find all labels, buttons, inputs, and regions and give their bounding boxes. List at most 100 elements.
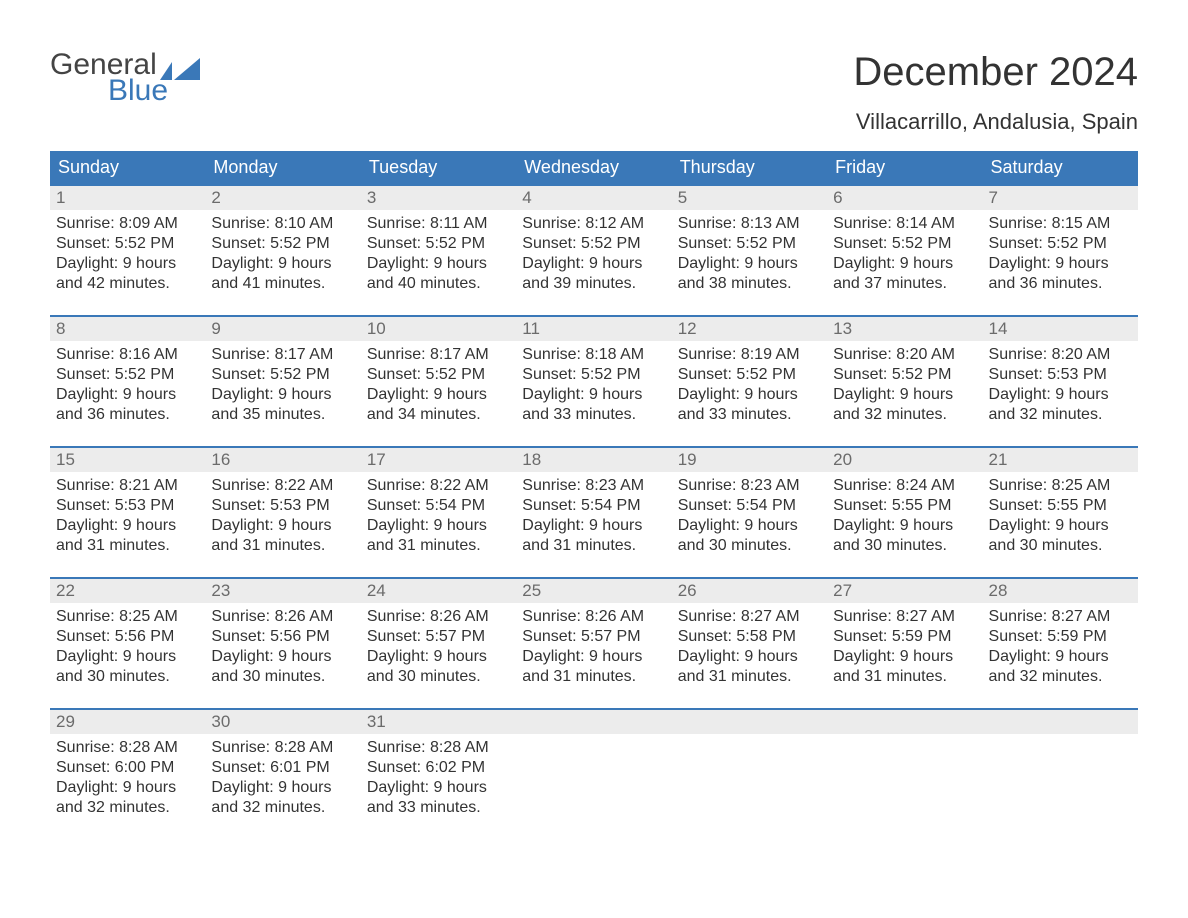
day-cell: 14Sunrise: 8:20 AMSunset: 5:53 PMDayligh… (983, 317, 1138, 447)
day-body: Sunrise: 8:26 AMSunset: 5:57 PMDaylight:… (361, 603, 516, 687)
sunrise-line: Sunrise: 8:23 AM (522, 476, 665, 496)
sunrise-line: Sunrise: 8:12 AM (522, 214, 665, 234)
sunrise-line: Sunrise: 8:24 AM (833, 476, 976, 496)
day-body: Sunrise: 8:10 AMSunset: 5:52 PMDaylight:… (205, 210, 360, 294)
dayname-cell: Thursday (672, 151, 827, 185)
day-body: Sunrise: 8:15 AMSunset: 5:52 PMDaylight:… (983, 210, 1138, 294)
day-body: Sunrise: 8:25 AMSunset: 5:55 PMDaylight:… (983, 472, 1138, 556)
day-number: 23 (205, 579, 360, 603)
day-cell: 29Sunrise: 8:28 AMSunset: 6:00 PMDayligh… (50, 710, 205, 840)
day-cell (516, 710, 671, 840)
daylight-line1: Daylight: 9 hours (367, 254, 510, 274)
sunrise-line: Sunrise: 8:16 AM (56, 345, 199, 365)
month-title: December 2024 (853, 50, 1138, 95)
daylight-line1: Daylight: 9 hours (522, 385, 665, 405)
daylight-line2: and 30 minutes. (56, 667, 199, 687)
day-body: Sunrise: 8:20 AMSunset: 5:52 PMDaylight:… (827, 341, 982, 425)
logo-text-2: Blue (50, 76, 200, 106)
daylight-line1: Daylight: 9 hours (989, 516, 1132, 536)
day-body: Sunrise: 8:26 AMSunset: 5:57 PMDaylight:… (516, 603, 671, 687)
daylight-line2: and 32 minutes. (833, 405, 976, 425)
day-cell: 18Sunrise: 8:23 AMSunset: 5:54 PMDayligh… (516, 448, 671, 578)
daylight-line1: Daylight: 9 hours (678, 254, 821, 274)
daylight-line1: Daylight: 9 hours (522, 516, 665, 536)
day-number: 21 (983, 448, 1138, 472)
day-cell: 4Sunrise: 8:12 AMSunset: 5:52 PMDaylight… (516, 186, 671, 316)
sunset-line: Sunset: 5:52 PM (989, 234, 1132, 254)
sunrise-line: Sunrise: 8:27 AM (833, 607, 976, 627)
daylight-line2: and 30 minutes. (367, 667, 510, 687)
sunrise-line: Sunrise: 8:20 AM (833, 345, 976, 365)
day-number: 3 (361, 186, 516, 210)
sunset-line: Sunset: 5:56 PM (211, 627, 354, 647)
daylight-line2: and 30 minutes. (833, 536, 976, 556)
day-cell: 5Sunrise: 8:13 AMSunset: 5:52 PMDaylight… (672, 186, 827, 316)
week-row: 8Sunrise: 8:16 AMSunset: 5:52 PMDaylight… (50, 317, 1138, 447)
day-cell: 15Sunrise: 8:21 AMSunset: 5:53 PMDayligh… (50, 448, 205, 578)
day-body: Sunrise: 8:17 AMSunset: 5:52 PMDaylight:… (361, 341, 516, 425)
day-body: Sunrise: 8:12 AMSunset: 5:52 PMDaylight:… (516, 210, 671, 294)
sunset-line: Sunset: 5:53 PM (56, 496, 199, 516)
daylight-line1: Daylight: 9 hours (833, 385, 976, 405)
day-number (827, 710, 982, 734)
day-cell: 26Sunrise: 8:27 AMSunset: 5:58 PMDayligh… (672, 579, 827, 709)
dayname-cell: Monday (205, 151, 360, 185)
daylight-line2: and 31 minutes. (211, 536, 354, 556)
day-body: Sunrise: 8:22 AMSunset: 5:54 PMDaylight:… (361, 472, 516, 556)
daylight-line1: Daylight: 9 hours (678, 647, 821, 667)
sunset-line: Sunset: 5:52 PM (833, 234, 976, 254)
daylight-line2: and 42 minutes. (56, 274, 199, 294)
sunset-line: Sunset: 5:52 PM (56, 234, 199, 254)
daylight-line2: and 31 minutes. (522, 667, 665, 687)
calendar-body: 1Sunrise: 8:09 AMSunset: 5:52 PMDaylight… (50, 185, 1138, 840)
day-body: Sunrise: 8:28 AMSunset: 6:01 PMDaylight:… (205, 734, 360, 818)
day-number: 27 (827, 579, 982, 603)
day-cell: 7Sunrise: 8:15 AMSunset: 5:52 PMDaylight… (983, 186, 1138, 316)
sunrise-line: Sunrise: 8:15 AM (989, 214, 1132, 234)
day-number: 6 (827, 186, 982, 210)
day-cell: 27Sunrise: 8:27 AMSunset: 5:59 PMDayligh… (827, 579, 982, 709)
daylight-line2: and 38 minutes. (678, 274, 821, 294)
sunset-line: Sunset: 6:02 PM (367, 758, 510, 778)
day-cell: 2Sunrise: 8:10 AMSunset: 5:52 PMDaylight… (205, 186, 360, 316)
daylight-line2: and 31 minutes. (367, 536, 510, 556)
sunrise-line: Sunrise: 8:25 AM (56, 607, 199, 627)
day-body: Sunrise: 8:22 AMSunset: 5:53 PMDaylight:… (205, 472, 360, 556)
sunset-line: Sunset: 5:59 PM (989, 627, 1132, 647)
day-cell (983, 710, 1138, 840)
daylight-line2: and 36 minutes. (56, 405, 199, 425)
sunrise-line: Sunrise: 8:26 AM (367, 607, 510, 627)
sunrise-line: Sunrise: 8:11 AM (367, 214, 510, 234)
daylight-line1: Daylight: 9 hours (56, 254, 199, 274)
day-cell: 11Sunrise: 8:18 AMSunset: 5:52 PMDayligh… (516, 317, 671, 447)
day-body (983, 734, 1138, 824)
day-cell: 23Sunrise: 8:26 AMSunset: 5:56 PMDayligh… (205, 579, 360, 709)
sunrise-line: Sunrise: 8:22 AM (367, 476, 510, 496)
daylight-line1: Daylight: 9 hours (211, 385, 354, 405)
daylight-line1: Daylight: 9 hours (367, 385, 510, 405)
sunrise-line: Sunrise: 8:26 AM (522, 607, 665, 627)
daylight-line2: and 30 minutes. (989, 536, 1132, 556)
day-cell: 6Sunrise: 8:14 AMSunset: 5:52 PMDaylight… (827, 186, 982, 316)
day-cell: 28Sunrise: 8:27 AMSunset: 5:59 PMDayligh… (983, 579, 1138, 709)
day-cell: 21Sunrise: 8:25 AMSunset: 5:55 PMDayligh… (983, 448, 1138, 578)
daylight-line1: Daylight: 9 hours (989, 647, 1132, 667)
daylight-line1: Daylight: 9 hours (211, 254, 354, 274)
daylight-line1: Daylight: 9 hours (367, 516, 510, 536)
week-row: 1Sunrise: 8:09 AMSunset: 5:52 PMDaylight… (50, 186, 1138, 316)
sunrise-line: Sunrise: 8:20 AM (989, 345, 1132, 365)
day-cell: 17Sunrise: 8:22 AMSunset: 5:54 PMDayligh… (361, 448, 516, 578)
daylight-line2: and 31 minutes. (56, 536, 199, 556)
daylight-line2: and 32 minutes. (989, 405, 1132, 425)
week-row: 22Sunrise: 8:25 AMSunset: 5:56 PMDayligh… (50, 579, 1138, 709)
sunset-line: Sunset: 5:54 PM (522, 496, 665, 516)
sunset-line: Sunset: 5:57 PM (367, 627, 510, 647)
day-number: 24 (361, 579, 516, 603)
day-body (516, 734, 671, 824)
sunset-line: Sunset: 5:57 PM (522, 627, 665, 647)
sunset-line: Sunset: 5:55 PM (989, 496, 1132, 516)
day-body: Sunrise: 8:23 AMSunset: 5:54 PMDaylight:… (672, 472, 827, 556)
day-cell: 16Sunrise: 8:22 AMSunset: 5:53 PMDayligh… (205, 448, 360, 578)
calendar-head: SundayMondayTuesdayWednesdayThursdayFrid… (50, 151, 1138, 185)
day-number: 28 (983, 579, 1138, 603)
